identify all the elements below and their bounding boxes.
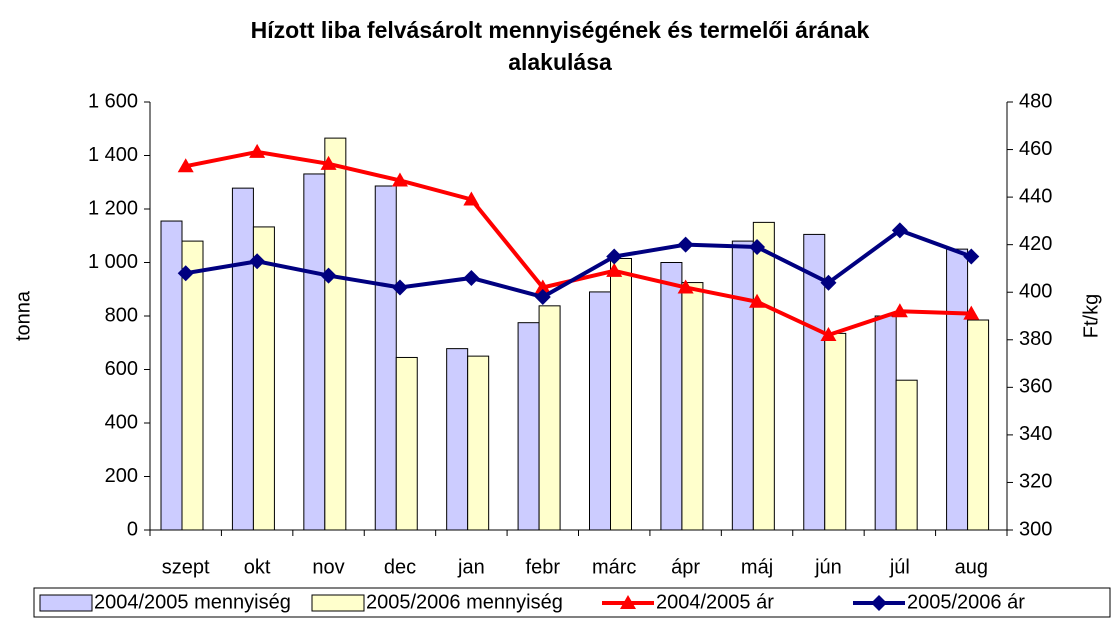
x-tick-label: márc [592,556,636,578]
marker [963,248,980,265]
marker [749,239,766,256]
y-tick-label: 1 400 [88,144,138,166]
x-tick-label: szept [162,556,210,578]
y-tick-label: 1 000 [88,251,138,273]
bar [967,319,990,531]
y2-tick-label: 420 [1019,233,1052,255]
marker [534,288,551,305]
marker [391,172,408,187]
line [185,228,972,300]
marker [391,279,408,296]
y2-tick-label: 320 [1019,471,1052,493]
bar [446,348,469,531]
y2-tick-label: 340 [1019,423,1052,445]
marker [249,143,266,158]
chart-title: Hízott liba felvásárolt mennyiségének és… [251,17,870,43]
bar [610,257,632,531]
bar [324,137,347,531]
legend-label: 2004/2005 ár [656,591,774,613]
bar [824,332,847,531]
bar [538,305,561,531]
x-tick-label: jan [457,556,485,578]
legend-label: 2005/2006 mennyiség [366,591,563,613]
y-tick-label: 0 [127,518,138,540]
bar [874,315,897,531]
x-tick-label: jún [814,556,842,578]
bar [252,226,275,531]
marker [320,267,337,284]
y2-tick-label: 480 [1019,90,1052,112]
bar [660,262,683,531]
x-tick-label: febr [526,556,561,578]
marker [677,236,694,253]
y-tick-label: 400 [105,411,138,433]
bar [395,356,418,531]
marker [677,279,694,294]
bar [752,221,775,531]
marker [963,305,980,320]
y-tick-label: 600 [105,358,138,380]
marker [606,262,623,277]
legend-swatch [39,594,93,612]
bar [681,282,704,531]
marker [320,155,337,170]
bar [731,240,754,531]
x-tick-label: júl [889,556,910,578]
bar [374,185,397,531]
y2-tick-label: 440 [1019,185,1052,207]
bar [181,240,204,531]
legend-label: 2004/2005 mennyiség [94,591,291,613]
bar [946,248,969,531]
bar [467,355,490,531]
marker [249,253,266,270]
marker [820,327,837,342]
legend-marker [871,595,887,611]
marker [534,279,551,294]
x-tick-label: dec [384,556,416,578]
y2-tick-label: 400 [1019,281,1052,303]
y-tick-label: 800 [105,304,138,326]
marker [463,191,480,206]
marker [749,293,766,308]
marker [606,248,623,265]
bar [517,322,540,531]
y2-tick-label: 300 [1019,518,1052,540]
x-tick-label: ápr [671,556,700,578]
bar [589,291,611,531]
chart-title: alakulása [508,49,612,75]
y-tick-label: 200 [105,465,138,487]
legend-marker [620,595,636,609]
y2-axis-label: Ft/kg [1080,294,1102,338]
x-tick-label: máj [741,556,773,578]
marker [463,269,480,286]
x-tick-label: nov [312,556,344,578]
marker [891,222,908,239]
bar [895,379,918,531]
y2-tick-label: 360 [1019,376,1052,398]
x-tick-label: aug [955,556,988,578]
y2-tick-label: 380 [1019,328,1052,350]
marker [177,158,194,173]
legend-label: 2005/2006 ár [907,591,1025,613]
y-tick-label: 1 200 [88,197,138,219]
legend-swatch [311,594,365,612]
bar [231,187,254,531]
x-tick-label: okt [244,556,271,578]
legend-box [33,587,1111,618]
line [185,149,972,338]
marker [891,303,908,318]
bar [160,220,183,531]
y-axis-label: tonna [12,290,34,341]
y-tick-label: 1 600 [88,90,138,112]
marker [177,265,194,282]
y2-tick-label: 460 [1019,138,1052,160]
marker [820,274,837,291]
bar [303,173,326,531]
